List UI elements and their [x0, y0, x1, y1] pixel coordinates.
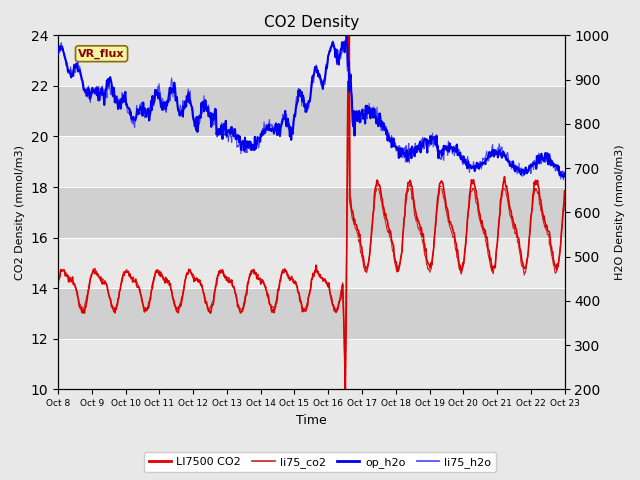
- op_h2o: [343, 33, 351, 38]
- li75_h2o: [54, 50, 62, 56]
- li75_h2o: [251, 139, 259, 144]
- Bar: [58, 238, 564, 288]
- LI7500 CO2: [207, 310, 214, 316]
- Y-axis label: H2O Density (mmol/m3): H2O Density (mmol/m3): [615, 144, 625, 280]
- li75_co2: [341, 358, 349, 364]
- Text: VR_flux: VR_flux: [78, 48, 125, 59]
- li75_h2o: [559, 177, 567, 183]
- li75_co2: [114, 301, 122, 307]
- op_h2o: [364, 108, 372, 113]
- li75_h2o: [114, 93, 122, 99]
- li75_co2: [54, 280, 62, 286]
- LI7500 CO2: [342, 386, 349, 392]
- LI7500 CO2: [54, 281, 62, 287]
- li75_h2o: [364, 105, 372, 111]
- LI7500 CO2: [232, 291, 239, 297]
- Bar: [58, 36, 564, 86]
- Legend: LI7500 CO2, li75_co2, op_h2o, li75_h2o: LI7500 CO2, li75_co2, op_h2o, li75_h2o: [144, 452, 496, 472]
- Line: LI7500 CO2: LI7500 CO2: [58, 36, 564, 389]
- li75_co2: [345, 60, 353, 65]
- LI7500 CO2: [251, 271, 259, 276]
- Bar: [58, 86, 564, 136]
- LI7500 CO2: [114, 301, 122, 307]
- li75_co2: [561, 198, 568, 204]
- Bar: [58, 136, 564, 187]
- LI7500 CO2: [346, 33, 353, 38]
- li75_h2o: [232, 135, 239, 141]
- Bar: [58, 288, 564, 339]
- Y-axis label: CO2 Density (mmol/m3): CO2 Density (mmol/m3): [15, 145, 25, 280]
- op_h2o: [251, 134, 259, 140]
- li75_co2: [207, 303, 214, 309]
- LI7500 CO2: [561, 188, 568, 194]
- li75_co2: [232, 291, 239, 297]
- li75_co2: [251, 269, 259, 275]
- Bar: [58, 339, 564, 389]
- li75_h2o: [343, 35, 351, 40]
- Bar: [58, 187, 564, 238]
- op_h2o: [232, 136, 239, 142]
- li75_co2: [365, 262, 372, 267]
- Line: op_h2o: op_h2o: [58, 36, 564, 177]
- LI7500 CO2: [365, 260, 372, 265]
- X-axis label: Time: Time: [296, 414, 326, 427]
- op_h2o: [54, 51, 62, 57]
- op_h2o: [207, 110, 214, 116]
- op_h2o: [392, 144, 400, 149]
- li75_co2: [393, 269, 401, 275]
- Line: li75_h2o: li75_h2o: [58, 37, 564, 180]
- op_h2o: [561, 171, 568, 177]
- LI7500 CO2: [393, 263, 401, 269]
- op_h2o: [114, 99, 122, 105]
- op_h2o: [559, 174, 567, 180]
- li75_h2o: [207, 119, 214, 125]
- Line: li75_co2: li75_co2: [58, 62, 564, 361]
- Title: CO2 Density: CO2 Density: [264, 15, 359, 30]
- li75_h2o: [392, 148, 400, 154]
- li75_h2o: [561, 175, 568, 180]
